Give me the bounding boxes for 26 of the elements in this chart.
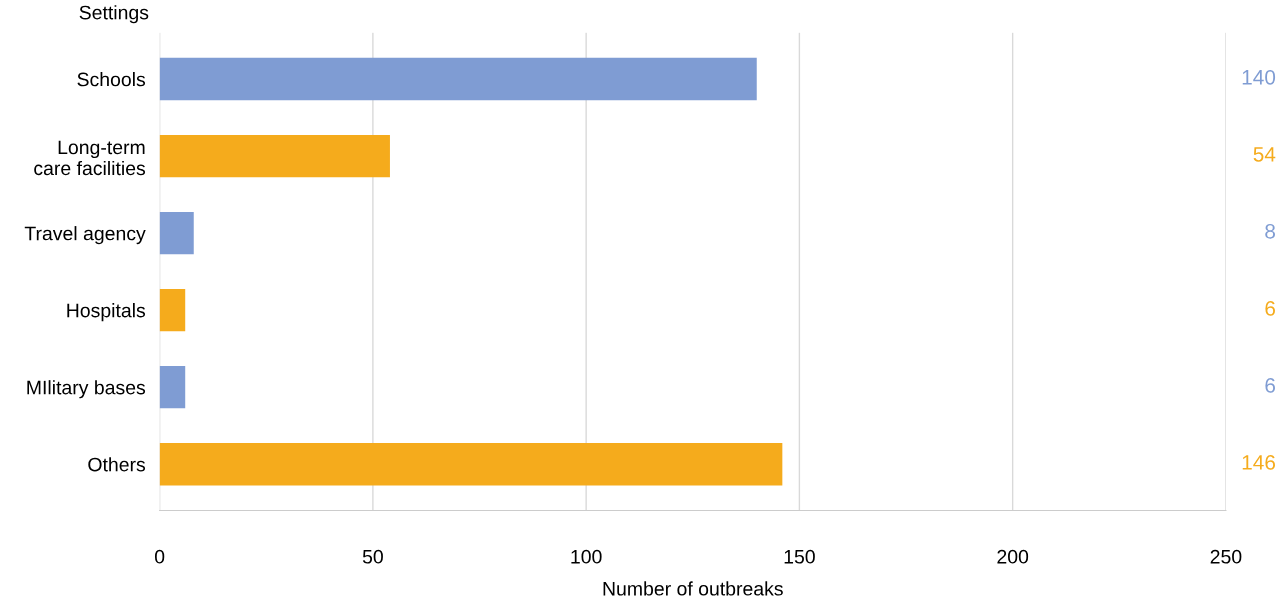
y-tick-label: Travel agency <box>24 226 146 245</box>
data-label: 6 <box>1265 378 1276 393</box>
x-tick-label: 50 <box>362 549 383 564</box>
y-tick-label: Others <box>88 457 146 472</box>
x-tick-label: 250 <box>1210 549 1242 564</box>
bar <box>159 57 757 101</box>
x-axis-title: Number of outbreaks <box>603 581 783 596</box>
bar <box>159 288 186 332</box>
x-tick-label: 150 <box>784 549 815 564</box>
bar <box>159 211 194 255</box>
data-label: 146 <box>1242 455 1276 470</box>
data-label: 8 <box>1265 223 1276 239</box>
bar <box>159 443 783 486</box>
bar <box>159 134 390 178</box>
y-tick-label: Schools <box>77 72 146 87</box>
data-label: 6 <box>1265 300 1276 316</box>
x-tick-label: 200 <box>997 549 1029 564</box>
bar <box>159 366 186 409</box>
data-label: 54 <box>1253 147 1276 162</box>
y-tick-label: MIlitary bases <box>27 380 146 399</box>
x-tick-label: 0 <box>154 549 165 564</box>
y-tick-label: Hospitals <box>67 303 146 322</box>
x-tick-label: 100 <box>571 549 602 564</box>
y-tick-label: Long-term care facilities <box>34 140 146 176</box>
y-axis-title: Settings <box>79 5 149 24</box>
data-label: 140 <box>1242 69 1276 85</box>
